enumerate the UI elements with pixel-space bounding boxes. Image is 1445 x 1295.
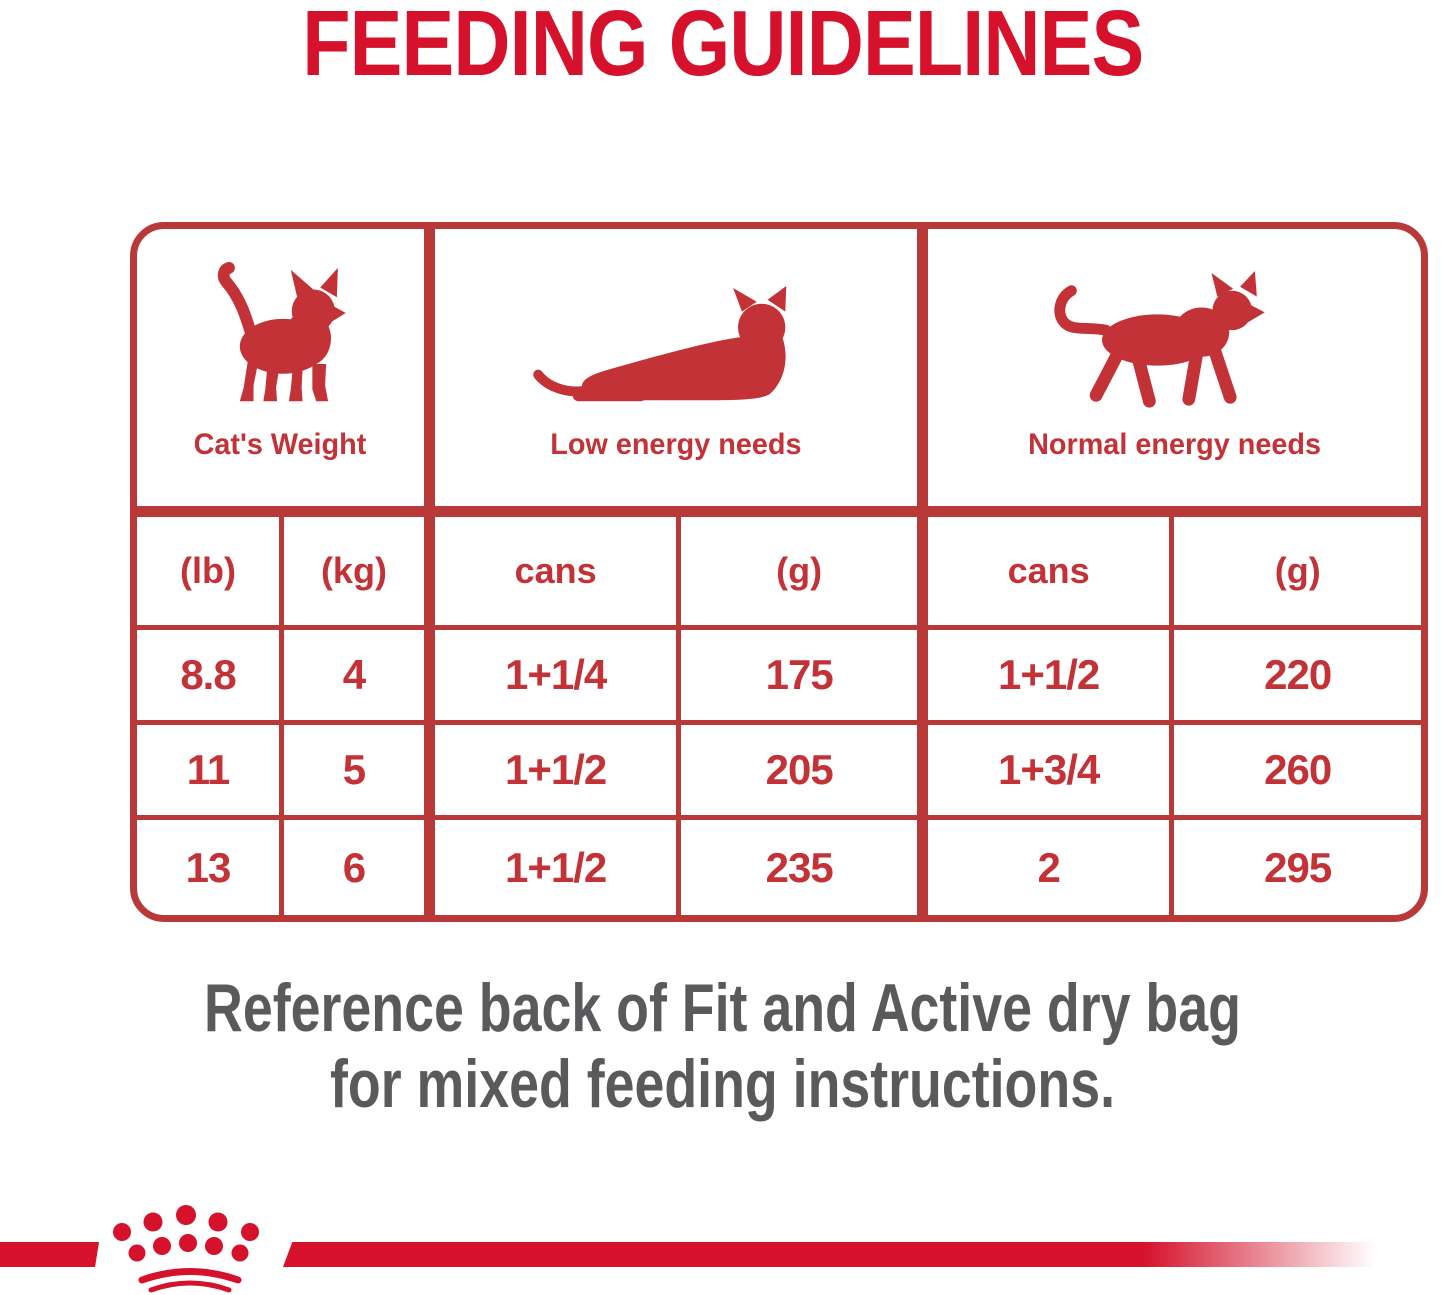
- table-cell: 11: [137, 725, 285, 820]
- table-cell: 205: [681, 725, 928, 820]
- section-label-cats-weight: Cat's Weight: [194, 428, 367, 461]
- section-label-low-energy: Low energy needs: [550, 428, 802, 461]
- table-cell: 1+3/4: [927, 725, 1175, 820]
- red-band-left: [0, 1242, 99, 1267]
- royal-canin-crown-logo-icon: [113, 1205, 259, 1293]
- table-grid: (lb) (kg) cans (g) cans (g) 8.8 4 1+1/4 …: [137, 517, 1421, 915]
- section-normal-energy: Normal energy needs: [928, 229, 1421, 506]
- table-cell: 2: [928, 820, 1175, 915]
- table-section-header-row: Cat's Weight Low energy needs: [137, 229, 1421, 517]
- table-cell: 4: [284, 630, 435, 725]
- table-cell: 1+1/4: [434, 630, 682, 725]
- section-label-normal-energy: Normal energy needs: [1027, 428, 1321, 461]
- lying-cat-icon: [533, 286, 787, 402]
- standing-cat-icon: [218, 262, 347, 402]
- table-cell: 13: [137, 820, 285, 915]
- table-cell: 175: [681, 630, 928, 725]
- section-cats-weight: Cat's Weight: [137, 229, 435, 506]
- red-band-right: [283, 1242, 1445, 1267]
- table-cell: 6: [284, 820, 435, 915]
- unit-header-cans-low: cans: [434, 517, 682, 630]
- table-cell: 1+1/2: [435, 820, 682, 915]
- section-low-energy: Low energy needs: [435, 229, 928, 506]
- unit-header-kg: (kg): [284, 517, 435, 630]
- page-title: FEEDING GUIDELINES: [0, 0, 1445, 95]
- footnote: Reference back of Fit and Active dry bag…: [0, 970, 1445, 1122]
- walking-cat-icon: [1054, 271, 1266, 408]
- table-cell: 8.8: [137, 630, 285, 725]
- table-cell: 235: [681, 820, 928, 915]
- table-cell: 260: [1174, 725, 1421, 820]
- feeding-table: Cat's Weight Low energy needs: [130, 222, 1428, 922]
- footnote-line-1: Reference back of Fit and Active dry bag: [204, 970, 1241, 1046]
- unit-header-g-normal: (g): [1174, 517, 1421, 630]
- table-cell: 5: [284, 725, 435, 820]
- unit-header-g-low: (g): [681, 517, 928, 630]
- unit-header-cans-normal: cans: [927, 517, 1175, 630]
- footnote-line-2: for mixed feeding instructions.: [329, 1046, 1115, 1122]
- table-cell: 1+1/2: [434, 725, 682, 820]
- table-cell: 1+1/2: [927, 630, 1175, 725]
- unit-header-lb: (lb): [137, 517, 285, 630]
- table-cell: 220: [1174, 630, 1421, 725]
- page-title-text: FEEDING GUIDELINES: [301, 0, 1144, 95]
- table-cell: 295: [1264, 843, 1332, 891]
